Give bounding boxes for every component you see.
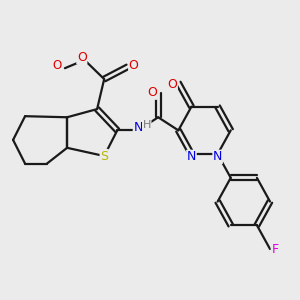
- Text: O: O: [52, 59, 62, 72]
- Text: O: O: [129, 59, 139, 72]
- Text: O: O: [77, 51, 87, 64]
- Text: N: N: [213, 150, 222, 163]
- Text: O: O: [147, 86, 157, 99]
- Text: O: O: [167, 78, 177, 91]
- Text: H: H: [142, 121, 151, 130]
- Text: S: S: [100, 149, 108, 163]
- Text: F: F: [271, 242, 278, 256]
- Text: N: N: [187, 150, 196, 163]
- Text: N: N: [133, 121, 143, 134]
